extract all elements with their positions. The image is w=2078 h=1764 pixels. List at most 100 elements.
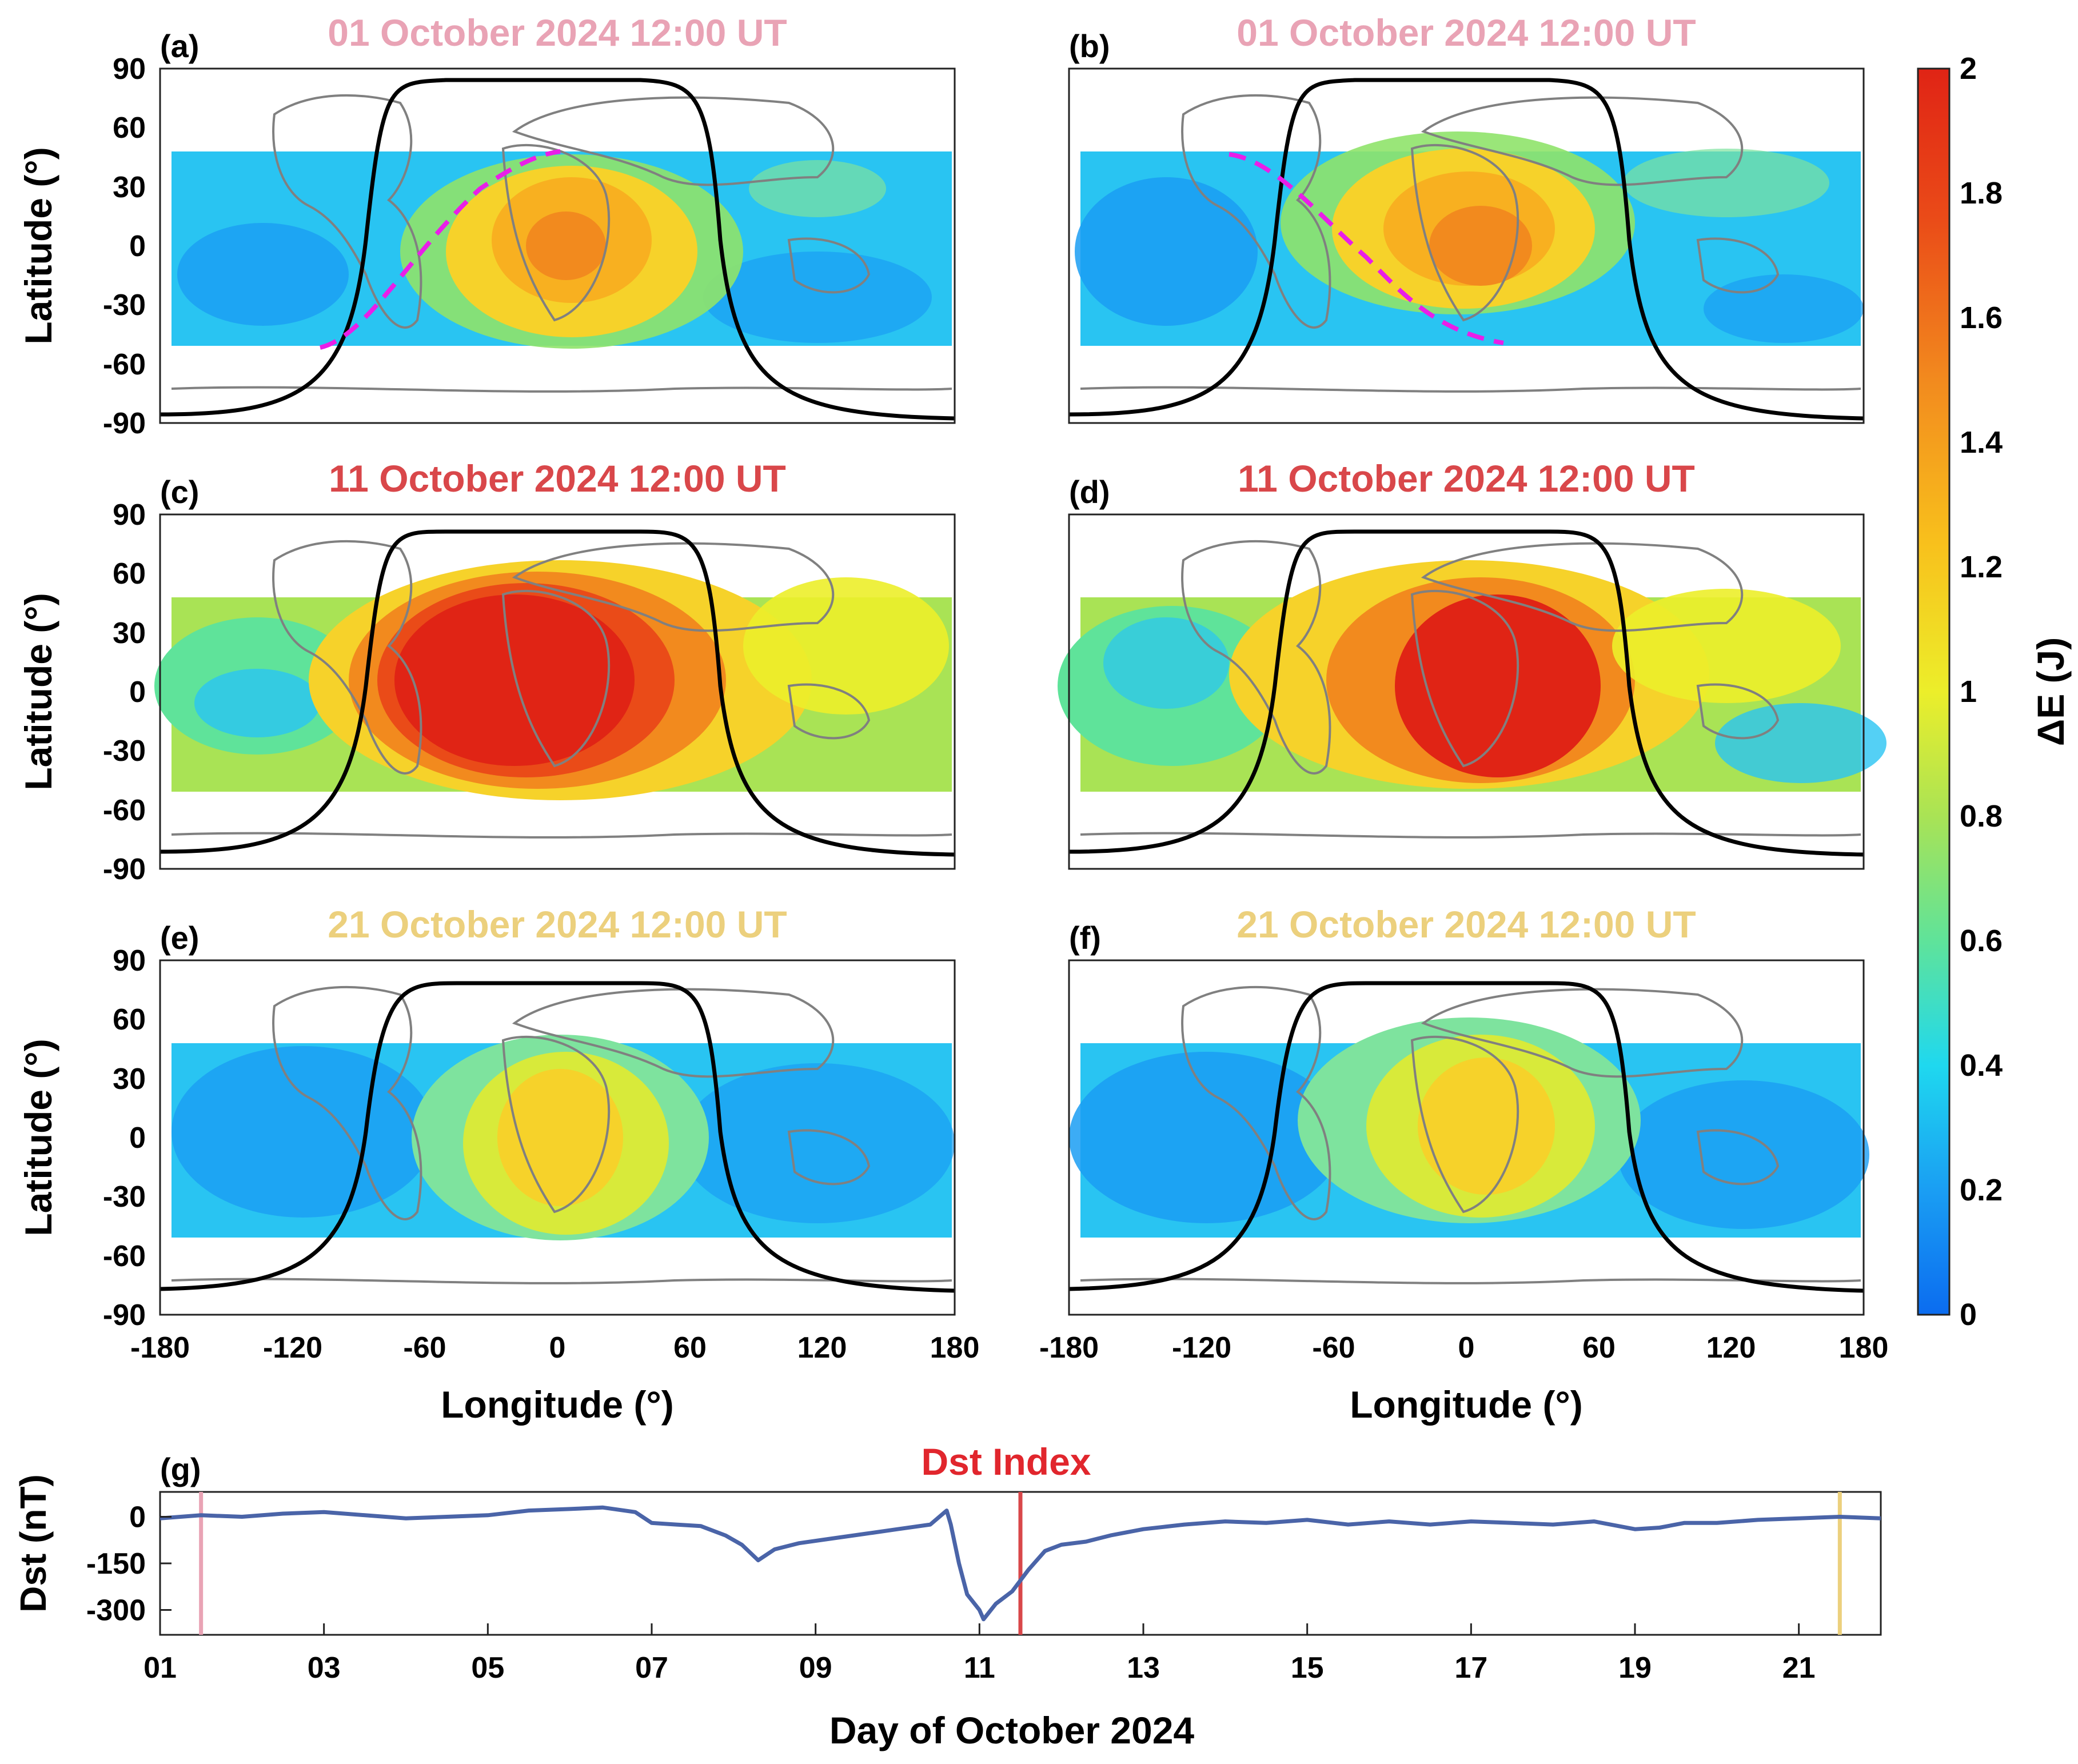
coastline-c: [171, 540, 952, 839]
xtick: 180: [930, 1331, 980, 1364]
colorbar-tick: 1: [1960, 675, 1977, 709]
ytick: 0: [129, 1122, 146, 1155]
axes-box-b: [1068, 67, 1865, 424]
panel-title-d: 11 October 2024 12:00 UT: [1238, 457, 1695, 500]
dst-xtick-label: 09: [799, 1651, 832, 1685]
terminator-a: [159, 78, 955, 421]
xtick: -120: [263, 1331, 322, 1364]
ytick: -60: [103, 1240, 146, 1273]
ytick: -30: [103, 735, 146, 768]
coastline-f: [1080, 985, 1861, 1284]
ytick: 90: [113, 944, 146, 977]
dst-xtick-label: 21: [1782, 1651, 1816, 1685]
yticks-a: 90 60 30 0 -30 -60 -90: [103, 53, 146, 440]
panel-tag-g: (g): [160, 1451, 201, 1487]
panel-d: [1058, 513, 1886, 870]
xtick: -60: [1312, 1331, 1355, 1364]
terminator-f: [1068, 981, 1864, 1293]
panel-tag-e: (e): [160, 920, 199, 956]
yticks-c: 90 60 30 0 -30 -60 -90: [103, 498, 146, 886]
heatmap-f: [1069, 1017, 1869, 1238]
panel-title-f: 21 October 2024 12:00 UT: [1237, 903, 1696, 945]
dst-ylabel: Dst (nT): [13, 1474, 54, 1613]
terminator-b: [1068, 78, 1864, 421]
ytick: -30: [103, 289, 146, 322]
ytick: 60: [113, 557, 146, 590]
ytick: 0: [129, 676, 146, 709]
colorbar-tick: 2: [1960, 51, 1977, 86]
dst-series-line: [159, 1505, 1881, 1622]
colorbar-tick: 0.4: [1960, 1048, 2003, 1083]
coastline-b: [1080, 94, 1861, 393]
xlabel-right: Longitude (°): [1350, 1383, 1583, 1426]
coastline-e: [171, 985, 952, 1284]
ytick: -90: [103, 853, 146, 886]
ytick: 30: [113, 1063, 146, 1096]
ylabel-row3: Latitude (°): [17, 1039, 59, 1236]
dst-ytick-label: 0: [129, 1500, 146, 1534]
panel-title-b: 01 October 2024 12:00 UT: [1237, 11, 1696, 54]
dst-title: Dst Index: [921, 1440, 1091, 1483]
heatmap-c: [154, 560, 952, 800]
colorbar-tick: 0.6: [1960, 924, 2003, 958]
xtick: 180: [1839, 1331, 1889, 1364]
colorbar-label: ΔE (J): [2029, 637, 2072, 746]
panel-a: [159, 67, 956, 424]
ylabel-row2: Latitude (°): [17, 593, 59, 790]
axes-box-d: [1068, 513, 1865, 870]
panel-e: [159, 959, 956, 1316]
xticks-f: -180 -120 -60 0 60 120 180: [1039, 1331, 1888, 1364]
colorbar-tick: 0.2: [1960, 1173, 2003, 1207]
panel-tag-a: (a): [160, 28, 199, 64]
axes-box-c: [159, 513, 956, 870]
yticks-e: 90 60 30 0 -30 -60 -90: [103, 944, 146, 1332]
xtick: 60: [673, 1331, 707, 1364]
terminator-e: [159, 981, 955, 1293]
ytick: -30: [103, 1180, 146, 1214]
xtick: 60: [1582, 1331, 1616, 1364]
dst-xtick-label: 19: [1618, 1651, 1652, 1685]
dst-plot: 0 -150 -300 01 03 05 07 09 11 13 15 17 19 21: [86, 1491, 1882, 1685]
colorbar: 2 1.8 1.6 1.4 1.2 1 0.8 0.6 0.4 0.2 0 ΔE…: [1917, 51, 2072, 1332]
dst-xtick-label: 17: [1454, 1651, 1487, 1685]
magnetic-line-b: [1229, 152, 1504, 345]
ytick: 60: [113, 111, 146, 145]
xtick: 120: [797, 1331, 847, 1364]
panel-title-a: 01 October 2024 12:00 UT: [328, 11, 787, 54]
dst-xtick-label: 05: [471, 1651, 504, 1685]
xtick: 120: [1706, 1331, 1756, 1364]
ytick: -90: [103, 1299, 146, 1332]
dst-ytick-label: -150: [86, 1547, 146, 1581]
panel-c: [154, 513, 956, 870]
colorbar-tick: 0.8: [1960, 799, 2003, 833]
panel-tag-b: (b): [1069, 28, 1110, 64]
dst-xtick-label: 03: [308, 1651, 341, 1685]
ytick: 30: [113, 171, 146, 204]
xtick: -120: [1172, 1331, 1231, 1364]
dst-xtick-label: 07: [635, 1651, 668, 1685]
colorbar-ramp: [1917, 67, 1951, 1316]
panel-tag-c: (c): [160, 474, 199, 510]
ytick: 30: [113, 617, 146, 650]
panel-tag-d: (d): [1069, 474, 1110, 510]
ytick: -60: [103, 794, 146, 827]
colorbar-tick: 1.2: [1960, 550, 2003, 584]
coastline-d: [1080, 540, 1861, 839]
panel-title-c: 11 October 2024 12:00 UT: [329, 457, 786, 500]
xtick: 0: [1458, 1331, 1475, 1364]
xtick: -180: [130, 1331, 190, 1364]
panel-b: [1068, 67, 1865, 424]
colorbar-tick: 0: [1960, 1298, 1977, 1332]
dst-xtick-label: 11: [964, 1651, 995, 1685]
colorbar-tick: 1.8: [1960, 176, 2003, 210]
dst-ytick-label: -300: [86, 1594, 146, 1627]
axes-box-a: [159, 67, 956, 424]
xlabel-left: Longitude (°): [441, 1383, 674, 1426]
coastline-a: [171, 94, 952, 393]
xtick: -180: [1039, 1331, 1099, 1364]
heatmap-b: [1075, 131, 1864, 346]
ytick: -60: [103, 348, 146, 381]
dst-xlabel: Day of October 2024: [829, 1709, 1195, 1751]
xticks-e: -180 -120 -60 0 60 120 180: [130, 1331, 979, 1364]
